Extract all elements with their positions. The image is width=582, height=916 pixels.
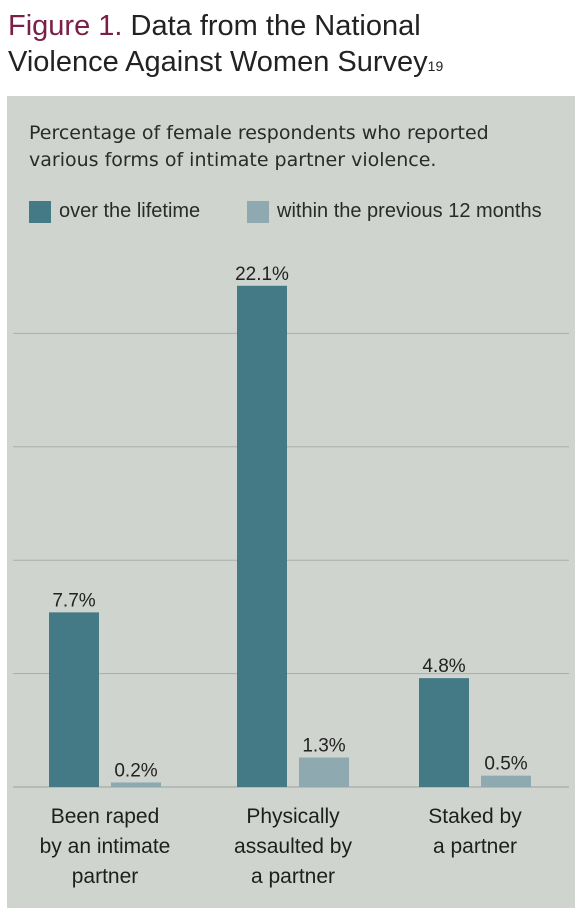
bar-12-months-2: [481, 775, 531, 787]
category-label-0-line-2: partner: [72, 865, 139, 888]
category-label-2-line-0: Staked by: [428, 805, 522, 828]
bar-lifetime-0: [49, 612, 99, 787]
bar-12-months-1: [299, 757, 349, 787]
data-label-12-months-1: 1.3%: [302, 736, 345, 757]
legend-label-lifetime: over the lifetime: [59, 200, 201, 222]
bar-12-months-0: [111, 782, 161, 787]
figure-title-line-1: Data from the National: [130, 10, 421, 42]
bar-lifetime-1: [237, 285, 287, 787]
legend-item-12-months: within the previous 12 months: [247, 200, 542, 223]
data-label-12-months-0: 0.2%: [114, 760, 157, 781]
category-label-1-line-2: a partner: [251, 865, 335, 888]
data-label-lifetime-2: 4.8%: [422, 656, 465, 677]
bar-lifetime-2: [419, 678, 469, 787]
figure-title: Figure 1. Data from the National Violenc…: [8, 8, 578, 80]
chart-legend: over the lifetime within the previous 12…: [29, 200, 559, 226]
category-label-2-line-1: a partner: [433, 835, 517, 858]
data-label-lifetime-0: 7.7%: [52, 590, 95, 611]
data-label-lifetime-1: 22.1%: [235, 264, 289, 285]
bar-chart: 7.7% 22.1% 4.8% 0.2% 1.3% 0.5% Been raped by an…: [13, 264, 569, 888]
figure-title-line-2: Violence Against Women Survey: [8, 46, 428, 78]
legend-item-lifetime: over the lifetime: [29, 200, 200, 223]
chart-panel: Percentage of female respondents who rep…: [7, 96, 575, 908]
figure-reference: 19: [427, 58, 444, 74]
legend-swatch-lifetime: [29, 200, 51, 223]
category-label-0-line-1: by an intimate: [40, 835, 171, 858]
legend-swatch-12-months: [247, 200, 269, 223]
category-label-1-line-1: assaulted by: [234, 835, 352, 858]
figure-number: Figure 1.: [8, 10, 123, 42]
chart-subtitle: Percentage of female respondents who rep…: [29, 122, 489, 171]
category-label-0-line-0: Been raped: [51, 805, 160, 828]
data-label-12-months-2: 0.5%: [484, 754, 527, 775]
legend-label-12-months: within the previous 12 months: [277, 200, 542, 222]
category-label-1-line-0: Physically: [246, 805, 340, 828]
